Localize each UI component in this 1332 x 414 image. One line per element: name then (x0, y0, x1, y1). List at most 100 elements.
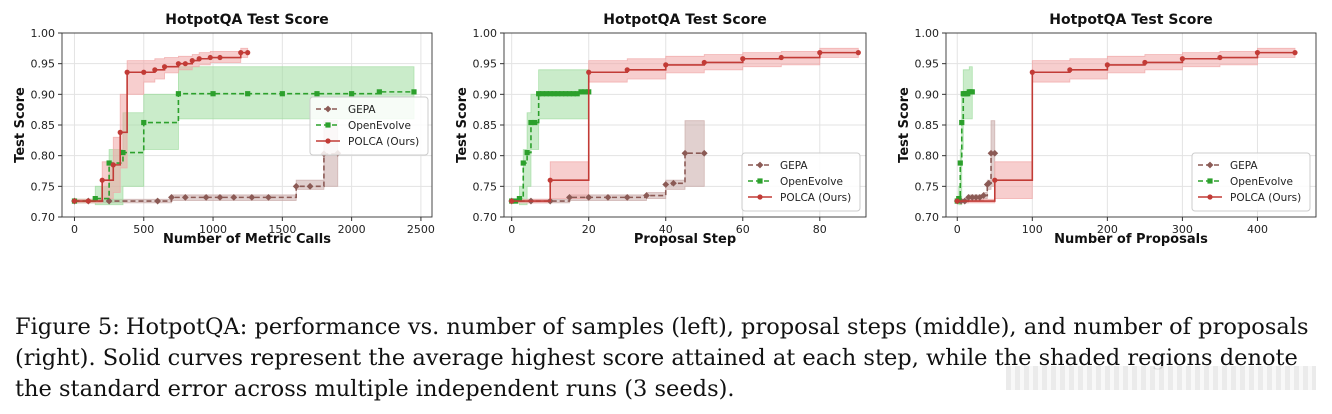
marker-openevolve (536, 91, 542, 97)
marker-polca (175, 61, 182, 67)
marker-openevolve (210, 91, 216, 97)
x-tick-label: 60 (736, 223, 750, 236)
marker-openevolve (578, 89, 584, 95)
y-axis-label: Test Score (455, 87, 470, 163)
marker-openevolve (245, 91, 251, 97)
marker-gepa (154, 197, 162, 205)
figure-caption: Figure 5: HotpotQA: performance vs. numbe… (15, 312, 1320, 405)
marker-openevolve (957, 160, 963, 166)
legend-marker-gepa (324, 105, 332, 113)
marker-openevolve (547, 91, 553, 97)
x-axis-label: Number of Metric Calls (163, 232, 331, 247)
chart-panel-2: 0.70 0.75 0.80 0.85 0.90 0.95 1.00 0 20 40 60 80 Hot… (455, 12, 867, 247)
legend: GEPA OpenEvolve POLCA (Ours) (1191, 152, 1311, 212)
x-tick-label: 100 (1022, 223, 1043, 236)
y-tick-label: 0.75 (31, 180, 56, 193)
marker-gepa (306, 182, 314, 190)
chart-title: HotpotQA Test Score (165, 12, 328, 28)
marker-polca (1217, 54, 1223, 61)
legend-marker-polca (325, 138, 331, 144)
y-tick-label: 0.80 (473, 150, 498, 163)
marker-openevolve (532, 119, 538, 126)
marker-polca (740, 56, 746, 62)
x-axis-label: Number of Proposals (1054, 232, 1208, 247)
series-line-gepa (957, 152, 995, 202)
caption-label: Figure 5: (15, 314, 120, 340)
legend-marker-polca (757, 194, 763, 200)
legend-label-polca: POLCA (Ours) (1230, 192, 1301, 204)
watermark-overlay (1006, 366, 1316, 390)
marker-gepa (643, 192, 650, 199)
marker-polca (71, 198, 78, 204)
chart-title: HotpotQA Test Score (603, 12, 766, 28)
legend-marker-openevolve (757, 178, 763, 184)
x-tick-label: 0 (71, 223, 78, 236)
marker-openevolve (956, 196, 962, 202)
figure-panels: 0.700.750.800.850.900.951.000 500 1000 1500… (13, 12, 1317, 247)
x-tick-label: 80 (813, 223, 827, 236)
legend-marker-openevolve (325, 122, 331, 128)
legend-marker-gepa (756, 161, 764, 169)
y-tick-label: 0.90 (473, 88, 498, 101)
y-tick-label: 0.85 (473, 119, 498, 132)
marker-openevolve (175, 91, 182, 97)
marker-gepa (248, 193, 256, 201)
x-tick-label: 2500 (407, 223, 435, 236)
y-tick-label: 0.95 (31, 58, 56, 71)
x-tick-label: 200 (1097, 223, 1118, 236)
x-tick-label: 40 (659, 223, 673, 236)
marker-polca (245, 50, 251, 56)
y-tick-label: 0.90 (915, 88, 940, 101)
marker-gepa (987, 149, 995, 157)
x-tick-label: 20 (582, 223, 596, 236)
y-tick-label: 0.95 (473, 58, 498, 71)
marker-gepa (585, 193, 593, 201)
legend-marker-gepa (1206, 161, 1214, 169)
y-tick-label: 0.85 (31, 119, 56, 132)
marker-polca (1254, 50, 1261, 56)
marker-openevolve (92, 196, 98, 202)
marker-openevolve (582, 89, 588, 95)
x-tick-label: 1500 (268, 223, 296, 236)
marker-gepa (265, 193, 272, 201)
marker-polca (141, 69, 147, 75)
chart-title: HotpotQA Test Score (1049, 12, 1212, 28)
marker-gepa (700, 149, 708, 157)
marker-openevolve (524, 150, 530, 156)
marker-gepa (604, 193, 612, 201)
y-tick-label: 0.85 (915, 119, 940, 132)
legend-label-openevolve: OpenEvolve (348, 120, 411, 132)
legend-label-gepa: GEPA (780, 160, 808, 172)
x-tick-label: 2000 (338, 223, 366, 236)
marker-polca (855, 50, 861, 56)
marker-openevolve (559, 91, 565, 97)
y-tick-label: 0.70 (31, 211, 56, 224)
marker-openevolve (349, 91, 355, 97)
marker-polca (196, 56, 202, 62)
marker-polca (1142, 59, 1148, 66)
band-polca (956, 47, 1296, 204)
marker-polca (85, 198, 91, 204)
marker-openevolve (563, 91, 569, 97)
legend-label-openevolve: OpenEvolve (780, 176, 843, 188)
marker-openevolve (570, 91, 576, 97)
marker-polca (954, 198, 960, 204)
marker-gepa (670, 179, 677, 187)
marker-openevolve (516, 196, 523, 202)
chart-panel-3: 0.70 0.75 0.80 0.85 0.90 0.95 1.00 0 100 200 300 40… (897, 12, 1317, 247)
legend-marker-openevolve (1207, 178, 1213, 184)
y-tick-label: 0.70 (915, 211, 940, 224)
marker-gepa (985, 179, 993, 187)
marker-gepa (681, 149, 689, 157)
marker-openevolve (120, 150, 126, 156)
y-tick-label: 0.95 (915, 58, 940, 71)
marker-openevolve (543, 91, 549, 97)
marker-openevolve (279, 91, 285, 97)
series-line-polca (957, 51, 1295, 202)
caption-text: HotpotQA: performance vs. number of samp… (15, 314, 1309, 402)
marker-gepa (168, 193, 175, 201)
marker-gepa (965, 193, 972, 201)
marker-polca (586, 69, 592, 75)
y-tick-label: 0.75 (915, 180, 940, 193)
marker-polca (509, 198, 515, 204)
